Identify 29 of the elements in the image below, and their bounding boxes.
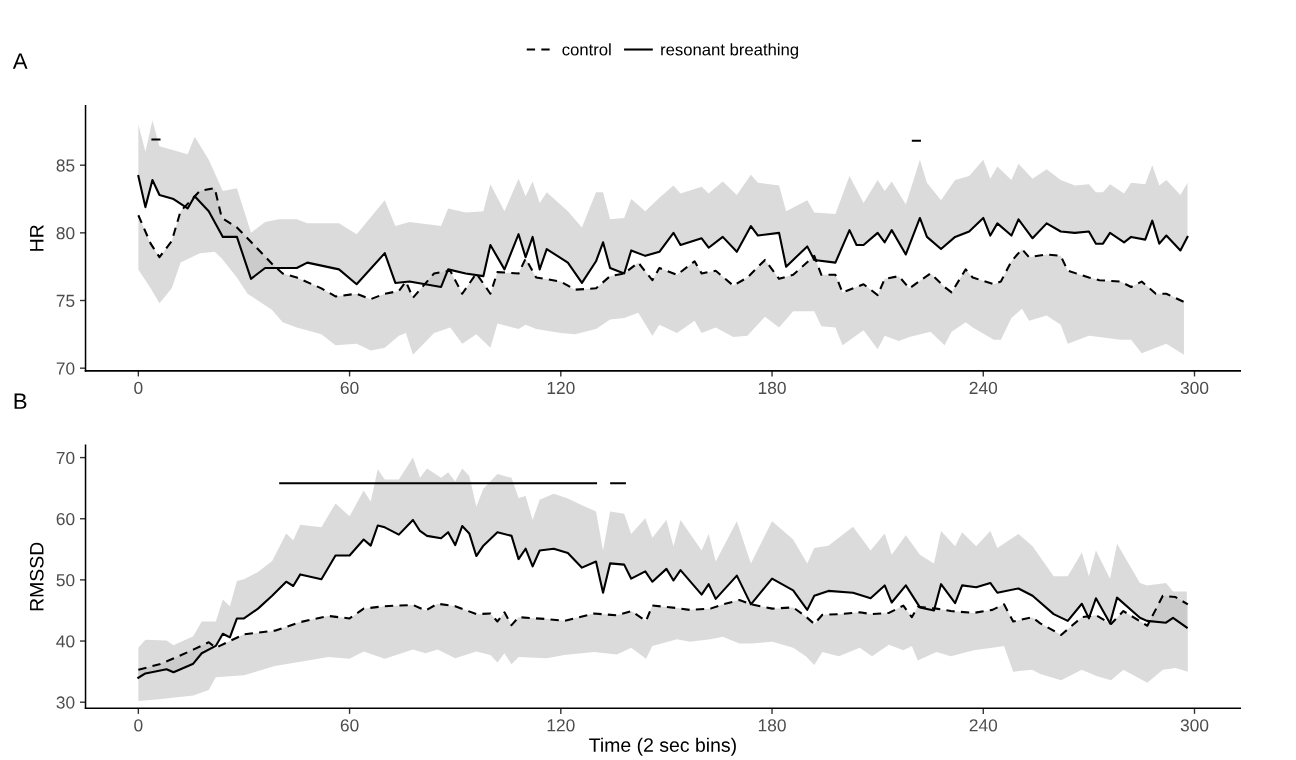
x-tick-label: 300: [1180, 719, 1209, 732]
y-tick-label: 80: [56, 227, 75, 240]
y-tick-label: 70: [56, 362, 75, 375]
legend-label: resonant breathing: [661, 43, 799, 59]
y-tick-label: 60: [56, 512, 75, 526]
x-axis-title: Time (2 sec bins): [589, 737, 736, 756]
x-tick-label: 0: [134, 381, 143, 395]
legend-label: control: [562, 43, 611, 56]
x-tick-label: 60: [340, 719, 359, 732]
x-tick-label: 180: [758, 381, 786, 395]
x-tick-label: 0: [134, 719, 143, 732]
x-tick-label: 180: [758, 719, 786, 732]
text: A: [12, 53, 28, 69]
x-tick-label: 120: [547, 719, 575, 732]
text: B: [14, 393, 27, 409]
y-tick-label: 85: [56, 159, 75, 172]
y-axis-title: HR: [30, 225, 44, 251]
line-series: [137, 518, 1188, 679]
x-tick-label: 300: [1180, 381, 1209, 395]
y-tick-label: 30: [56, 696, 75, 709]
x-tick-label: 240: [969, 719, 998, 732]
x-tick-label: 60: [340, 381, 359, 395]
y-tick-label: 70: [56, 451, 75, 465]
y-axis-title: RMSSD: [29, 542, 44, 611]
x-tick-label: 240: [969, 381, 998, 395]
y-tick-label: 50: [56, 574, 75, 587]
y-tick-label: 75: [56, 294, 75, 307]
x-tick-label: 120: [547, 381, 575, 395]
y-tick-label: 40: [56, 635, 75, 648]
